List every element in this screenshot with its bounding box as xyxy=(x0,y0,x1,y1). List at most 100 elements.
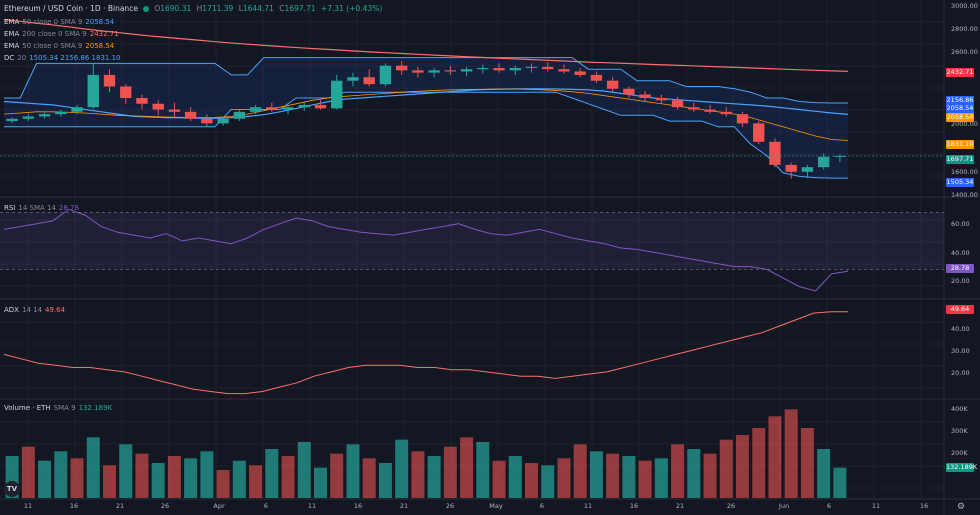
volume-bar xyxy=(232,460,246,498)
adx-value: 49.64 xyxy=(45,306,66,314)
x-axis-tick: 11 xyxy=(871,502,881,510)
volume-bar xyxy=(654,458,668,498)
volume-bar xyxy=(411,451,425,498)
volume-bar xyxy=(443,446,457,498)
x-axis-tick: 16 xyxy=(353,502,363,510)
volume-value: 132.189K xyxy=(78,404,113,412)
candle-body xyxy=(477,68,489,70)
candle-body xyxy=(136,98,148,104)
candle-body xyxy=(55,111,67,115)
rsi-band-fill xyxy=(0,212,944,270)
settings-gear-icon[interactable]: ⚙ xyxy=(957,502,966,512)
price-tick: 2800.00 xyxy=(951,25,978,33)
candle-body xyxy=(655,98,668,101)
candle-body xyxy=(249,107,262,112)
volume-bar xyxy=(573,444,587,498)
candle-body xyxy=(152,103,164,110)
candle-body xyxy=(282,107,294,110)
adx-line xyxy=(3,311,848,395)
candle-body xyxy=(704,109,716,112)
volume-bar xyxy=(346,444,360,498)
legend-ema50[interactable]: EMA 50 close 0 SMA 9 2058.54 xyxy=(4,18,117,27)
price-tag: 49.64 xyxy=(946,305,974,314)
volume-bar xyxy=(86,437,100,498)
volume-bar xyxy=(249,465,263,498)
volume-bar xyxy=(784,409,798,498)
volume-bar xyxy=(460,437,474,498)
x-axis-tick: 26 xyxy=(726,502,736,510)
candle-body xyxy=(801,167,814,172)
x-axis-tick: 11 xyxy=(583,502,593,510)
candle-body xyxy=(395,65,408,71)
candle-body xyxy=(38,114,51,117)
volume-legend[interactable]: Volume · ETH SMA 9 132.189K xyxy=(4,404,115,413)
tradingview-logo-icon[interactable]: TV xyxy=(4,481,20,497)
legend-dc[interactable]: DC 20 1505.34 2156.86 1831.10 xyxy=(4,54,124,63)
price-pane xyxy=(0,19,944,179)
candle-body xyxy=(379,65,392,85)
volume-bar xyxy=(330,453,344,498)
donchian-band-fill xyxy=(4,57,848,179)
rsi-pane xyxy=(0,208,944,292)
legend-value: 2432.71 xyxy=(89,30,119,38)
x-axis-tick: 21 xyxy=(675,502,685,510)
volume-bar xyxy=(297,442,311,498)
volume-bar xyxy=(281,456,295,498)
rsi-tick: 20.00 xyxy=(951,277,970,285)
rsi-tick: 40.00 xyxy=(951,249,970,257)
rsi-tick: 60.00 xyxy=(951,220,970,228)
x-axis-tick: Jun xyxy=(778,502,790,510)
adx-tick: 30.00 xyxy=(951,347,970,355)
symbol-header[interactable]: Ethereum / USD Coin · 1D · Binance O1690… xyxy=(4,4,385,13)
ema200-line xyxy=(3,19,849,72)
rsi-line xyxy=(3,208,849,292)
x-axis-tick: 16 xyxy=(919,502,929,510)
market-status-icon xyxy=(142,6,149,12)
volume-bar xyxy=(167,456,181,498)
candle-body xyxy=(493,68,505,71)
volume-bar xyxy=(119,444,133,498)
high-label: H xyxy=(196,4,203,13)
volume-bar xyxy=(541,465,555,498)
volume-bar xyxy=(671,444,685,498)
x-axis-tick: 16 xyxy=(629,502,639,510)
price-tag: 132.189K xyxy=(946,463,978,472)
x-axis-tick: 11 xyxy=(23,502,33,510)
legend-name: EMA xyxy=(4,30,20,38)
candle-body xyxy=(736,114,749,124)
volume-bar xyxy=(622,456,636,498)
x-axis-tick: 21 xyxy=(399,502,409,510)
volume-bar xyxy=(800,428,814,498)
x-axis-tick: 21 xyxy=(115,502,125,510)
donchian-lower-line xyxy=(4,91,848,179)
legend-name: EMA xyxy=(4,18,20,26)
legend-ema50b[interactable]: EMA 50 close 0 SMA 9 2058.54 xyxy=(4,42,117,51)
volume-bar xyxy=(752,428,766,498)
x-axis-tick: May xyxy=(489,502,503,510)
high-value: 1711.39 xyxy=(202,4,234,13)
candle-body xyxy=(233,111,246,119)
candle-body xyxy=(769,141,781,165)
legend-ema200[interactable]: EMA 200 close 0 SMA 9 2432.71 xyxy=(4,30,122,39)
legend-params: 20 xyxy=(17,54,27,62)
volume-name: Volume · ETH xyxy=(4,404,51,412)
price-tag: 28.78 xyxy=(946,264,974,273)
candle-body xyxy=(22,116,35,119)
rsi-legend[interactable]: RSI 14 SMA 14 28.78 xyxy=(4,204,82,213)
volume-bar xyxy=(508,456,522,498)
volume-pane xyxy=(5,409,847,498)
donchian-upper-line xyxy=(4,57,848,104)
volume-params: SMA 9 xyxy=(53,404,76,412)
volume-tick: 300K xyxy=(951,427,968,435)
volume-bar xyxy=(378,463,392,498)
x-axis-tick: 11 xyxy=(307,502,317,510)
candle-body xyxy=(590,74,603,81)
x-axis-tick: 6 xyxy=(826,502,832,510)
volume-bar xyxy=(200,451,214,498)
volume-bar xyxy=(21,446,35,498)
volume-bar xyxy=(54,451,68,498)
candle-body xyxy=(671,100,684,108)
candle-body xyxy=(298,104,310,108)
adx-legend[interactable]: ADX 14 14 49.64 xyxy=(4,306,68,315)
